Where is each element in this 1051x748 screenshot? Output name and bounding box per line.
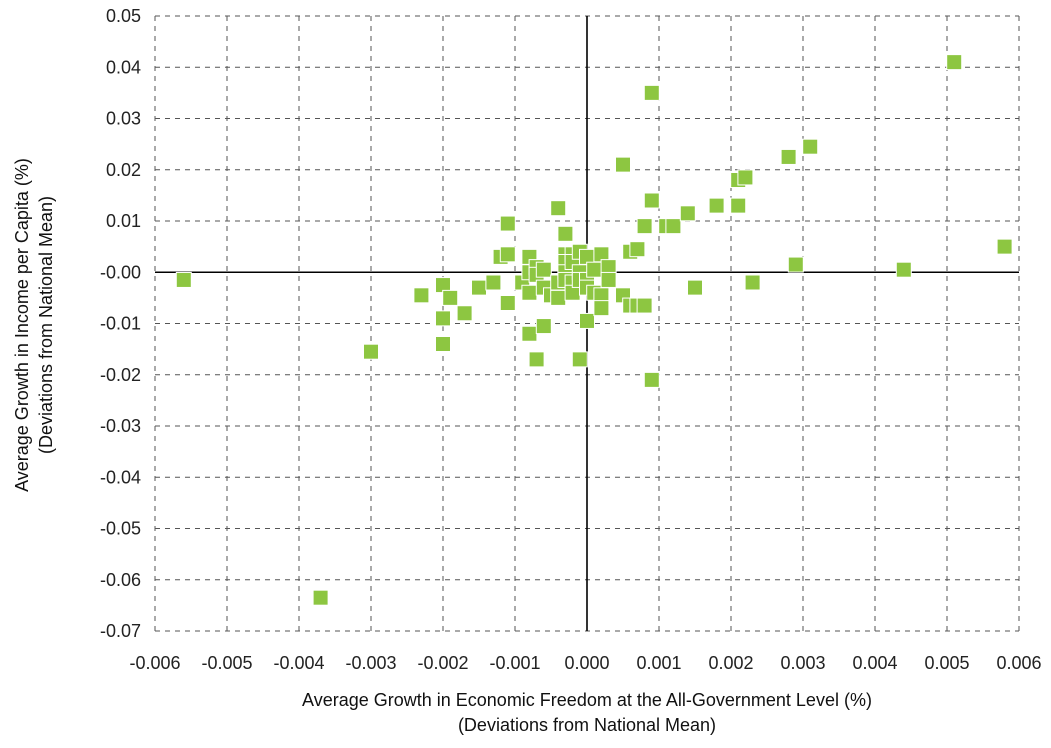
data-point — [586, 261, 603, 278]
y-axis-title-line-1: Average Growth in Income per Capita (%) — [12, 158, 32, 492]
data-point — [499, 215, 516, 232]
data-point — [456, 305, 473, 322]
y-tick-label: -0.02 — [100, 365, 141, 385]
data-point — [593, 300, 610, 317]
x-axis-title-line-1: Average Growth in Economic Freedom at th… — [302, 690, 872, 710]
y-tick-label: 0.04 — [106, 57, 141, 77]
data-point — [550, 289, 567, 306]
y-tick-label: 0.01 — [106, 211, 141, 231]
data-point — [802, 138, 819, 155]
data-point — [600, 271, 617, 288]
y-tick-label: -0.00 — [100, 262, 141, 282]
x-tick-label: -0.004 — [273, 653, 324, 673]
x-tick-label: 0.001 — [636, 653, 681, 673]
y-tick-labels: 0.05 0.04 0.03 0.02 0.01 -0.00 -0.01 -0.02 -0.03… — [100, 6, 141, 641]
data-point — [471, 279, 487, 296]
data-point — [435, 336, 451, 352]
y-tick-label: -0.04 — [100, 467, 141, 487]
data-point — [636, 297, 653, 314]
data-point — [629, 241, 646, 258]
x-tick-label: -0.006 — [129, 653, 180, 673]
data-point — [636, 218, 653, 235]
data-point — [521, 325, 538, 342]
data-point — [780, 148, 797, 165]
y-tick-label: -0.06 — [100, 570, 141, 590]
x-tick-label: -0.001 — [489, 653, 540, 673]
y-tick-label: -0.03 — [100, 416, 141, 436]
data-point — [996, 238, 1013, 255]
data-point — [730, 197, 747, 214]
data-point — [442, 289, 459, 306]
y-tick-label: 0.03 — [106, 109, 141, 129]
data-point — [312, 589, 329, 606]
y-tick-label: 0.02 — [106, 160, 141, 180]
data-point — [557, 225, 574, 242]
data-point — [665, 218, 682, 235]
data-point — [175, 271, 192, 288]
y-tick-label: -0.07 — [100, 621, 141, 641]
data-point — [579, 312, 595, 329]
data-point — [499, 246, 516, 263]
x-tick-label: 0.006 — [996, 653, 1041, 673]
x-tick-labels: -0.006 -0.005 -0.004 -0.003 -0.002 -0.001 0.00… — [129, 653, 1041, 673]
x-tick-label: 0.003 — [780, 653, 825, 673]
data-point — [550, 200, 567, 217]
x-tick-label: 0.004 — [852, 653, 897, 673]
x-tick-label: -0.003 — [345, 653, 396, 673]
data-point — [787, 256, 804, 273]
x-axis-title-line-2: (Deviations from National Mean) — [458, 715, 716, 735]
data-point — [643, 84, 660, 101]
data-point — [679, 205, 696, 222]
data-point — [521, 284, 538, 301]
x-tick-label: 0.002 — [708, 653, 753, 673]
data-point — [535, 261, 552, 278]
data-point — [499, 295, 516, 311]
x-tick-label: -0.002 — [417, 653, 468, 673]
data-point — [535, 318, 552, 335]
data-point — [643, 192, 660, 209]
y-tick-label: 0.05 — [106, 6, 141, 26]
data-point — [528, 351, 545, 368]
data-point — [615, 156, 631, 173]
data-point — [895, 261, 912, 278]
x-tick-label: 0.005 — [924, 653, 969, 673]
data-point — [485, 274, 502, 291]
y-tick-label: -0.01 — [100, 314, 141, 334]
data-point — [687, 279, 703, 296]
y-tick-label: -0.05 — [100, 519, 141, 539]
data-point — [413, 287, 430, 304]
data-point — [744, 274, 761, 291]
x-tick-label: -0.005 — [201, 653, 252, 673]
data-point — [363, 343, 379, 360]
data-point — [643, 371, 660, 388]
data-point — [946, 54, 963, 71]
data-points — [175, 54, 1013, 606]
x-tick-label: 0.000 — [564, 653, 609, 673]
y-axis-title-line-2: (Deviations from National Mean) — [36, 196, 56, 454]
data-point — [435, 310, 451, 327]
data-point — [571, 351, 588, 368]
data-point — [708, 197, 725, 214]
data-point — [737, 169, 754, 186]
